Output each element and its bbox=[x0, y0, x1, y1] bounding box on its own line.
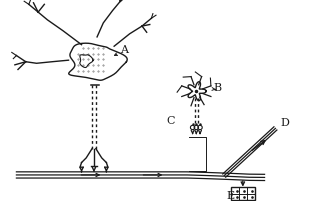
Text: D: D bbox=[280, 118, 289, 128]
Text: A: A bbox=[120, 45, 128, 55]
Bar bbox=[231, 187, 255, 200]
Text: C: C bbox=[167, 116, 175, 125]
Text: B: B bbox=[213, 83, 222, 93]
Text: E: E bbox=[227, 190, 235, 200]
